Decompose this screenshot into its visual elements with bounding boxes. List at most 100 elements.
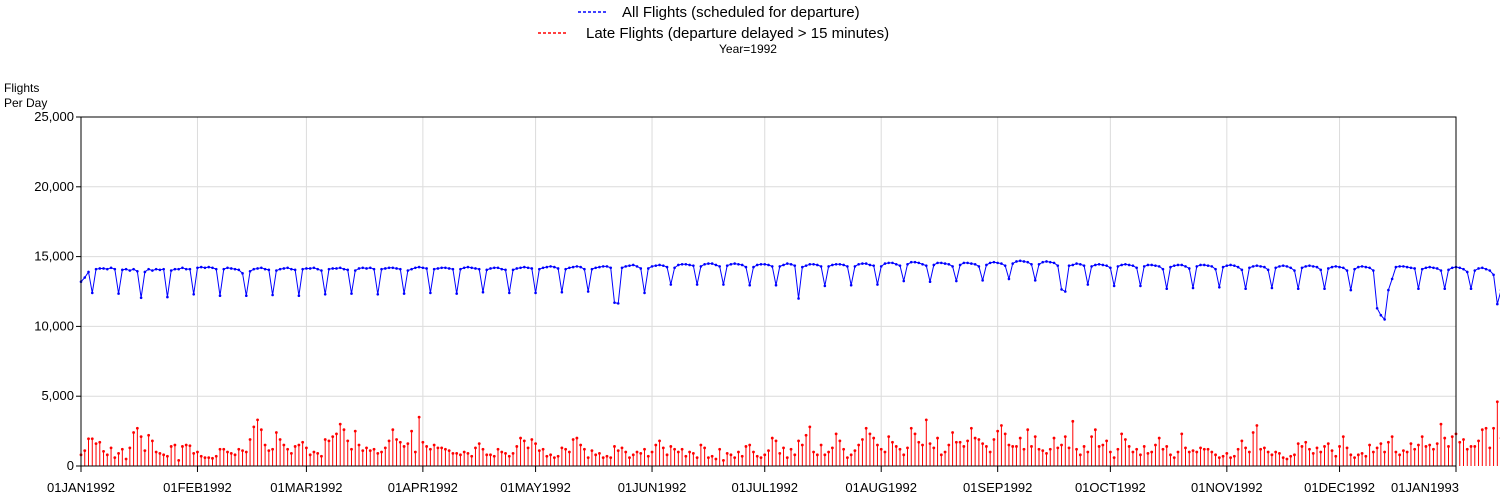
all-flights-point	[1289, 266, 1292, 270]
all-flights-point	[1428, 265, 1432, 269]
all-flights-point	[684, 262, 688, 266]
all-flights-point	[973, 262, 977, 266]
all-flights-point	[594, 266, 597, 270]
all-flights-point	[207, 265, 211, 269]
late-flights-point	[1191, 449, 1195, 453]
all-flights-point	[620, 266, 624, 270]
all-flights-point	[631, 263, 635, 267]
late-flights-point	[154, 450, 158, 454]
all-flights-point	[1450, 266, 1454, 270]
all-flights-point	[1060, 288, 1063, 291]
late-flights-point	[1285, 457, 1289, 461]
all-flights-point	[1097, 262, 1101, 266]
late-flights-point	[395, 438, 398, 441]
late-flights-point	[981, 442, 985, 446]
all-flights-point	[447, 267, 451, 270]
all-flights-point	[902, 279, 906, 283]
y-tick-label: 10,000	[34, 318, 74, 333]
all-flights-point	[402, 292, 406, 295]
all-flights-point	[609, 266, 613, 270]
all-flights-point	[342, 267, 346, 271]
all-flights-point	[229, 267, 233, 270]
all-flights-point	[1390, 277, 1394, 281]
late-flights-point	[770, 436, 774, 440]
late-flights-point	[1071, 419, 1075, 423]
late-flights-point	[1007, 443, 1011, 447]
all-flights-point	[1003, 264, 1007, 267]
all-flights-point	[635, 265, 639, 268]
late-flights-point	[560, 446, 564, 450]
all-flights-point	[628, 264, 631, 267]
all-flights-point	[1229, 263, 1232, 267]
late-flights-point	[966, 439, 970, 443]
late-flights-point	[951, 431, 954, 434]
late-flights-point	[132, 431, 135, 434]
all-flights-point	[368, 266, 372, 270]
all-flights-point	[680, 262, 684, 266]
late-flights-point	[410, 429, 414, 433]
late-flights-point	[1293, 453, 1296, 457]
late-flights-point	[1127, 445, 1131, 448]
late-flights-point	[102, 449, 105, 453]
all-flights-point	[1255, 264, 1259, 267]
late-flights-point	[1424, 445, 1428, 448]
all-flights-point	[1308, 264, 1311, 267]
all-flights-point	[214, 267, 218, 271]
late-flights-point	[752, 450, 755, 454]
late-flights-point	[1266, 450, 1270, 454]
all-flights-point	[793, 264, 797, 267]
all-flights-point	[376, 292, 380, 296]
all-flights-point	[1398, 265, 1401, 268]
all-flights-point	[1345, 269, 1349, 272]
all-flights-point	[601, 265, 605, 268]
late-flights-point	[421, 440, 425, 444]
x-tick-label: 01JUN1992	[618, 480, 687, 495]
all-flights-point	[1233, 264, 1236, 267]
late-flights-point	[350, 447, 353, 451]
all-flights-point	[940, 261, 943, 265]
all-flights-point	[898, 264, 902, 267]
late-flights-point	[575, 436, 579, 440]
late-flights-point	[1221, 454, 1225, 458]
all-flights-point	[819, 265, 823, 268]
all-flights-point	[1150, 263, 1153, 267]
all-flights-point	[831, 263, 834, 267]
late-flights-point	[1304, 440, 1308, 444]
late-flights-point	[1217, 456, 1221, 460]
all-flights-point	[98, 267, 102, 270]
late-flights-point	[1018, 436, 1022, 440]
all-flights-point	[801, 265, 804, 269]
x-tick-label: 01JUL1992	[731, 480, 798, 495]
legend-item-late-flights[interactable]: Late Flights (departure delayed > 15 min…	[538, 25, 889, 42]
all-flights-point	[335, 267, 338, 270]
all-flights-point	[958, 263, 962, 267]
all-flights-line	[80, 260, 1500, 321]
late-flights-point	[969, 426, 973, 430]
late-flights-point	[376, 452, 380, 455]
all-flights-point	[143, 270, 147, 274]
late-flights-point	[654, 443, 658, 447]
legend-item-all-flights[interactable]: All Flights (scheduled for departure)	[578, 4, 860, 21]
late-flights-point	[1386, 440, 1390, 444]
all-flights-point	[290, 267, 293, 271]
late-flights-point	[289, 452, 293, 455]
late-flights-point	[1364, 454, 1368, 458]
late-flights-point	[455, 452, 459, 455]
late-flights-point	[1488, 446, 1492, 450]
late-flights-point	[1345, 446, 1349, 450]
all-flights-point	[834, 262, 838, 266]
late-flights-point	[515, 445, 519, 448]
late-flights-point	[932, 446, 936, 450]
all-flights-point	[425, 267, 428, 270]
late-flights-point	[1263, 446, 1266, 450]
late-flights-point	[1210, 450, 1214, 454]
late-flights-point	[857, 443, 861, 447]
late-flights-point	[331, 435, 335, 439]
all-flights-point	[774, 283, 778, 287]
all-flights-point	[211, 266, 214, 270]
all-flights-point	[785, 262, 789, 265]
late-flights-point	[1199, 446, 1202, 450]
all-flights-point	[1263, 265, 1266, 269]
all-flights-point	[1240, 268, 1244, 272]
all-flights-point	[1293, 269, 1296, 272]
